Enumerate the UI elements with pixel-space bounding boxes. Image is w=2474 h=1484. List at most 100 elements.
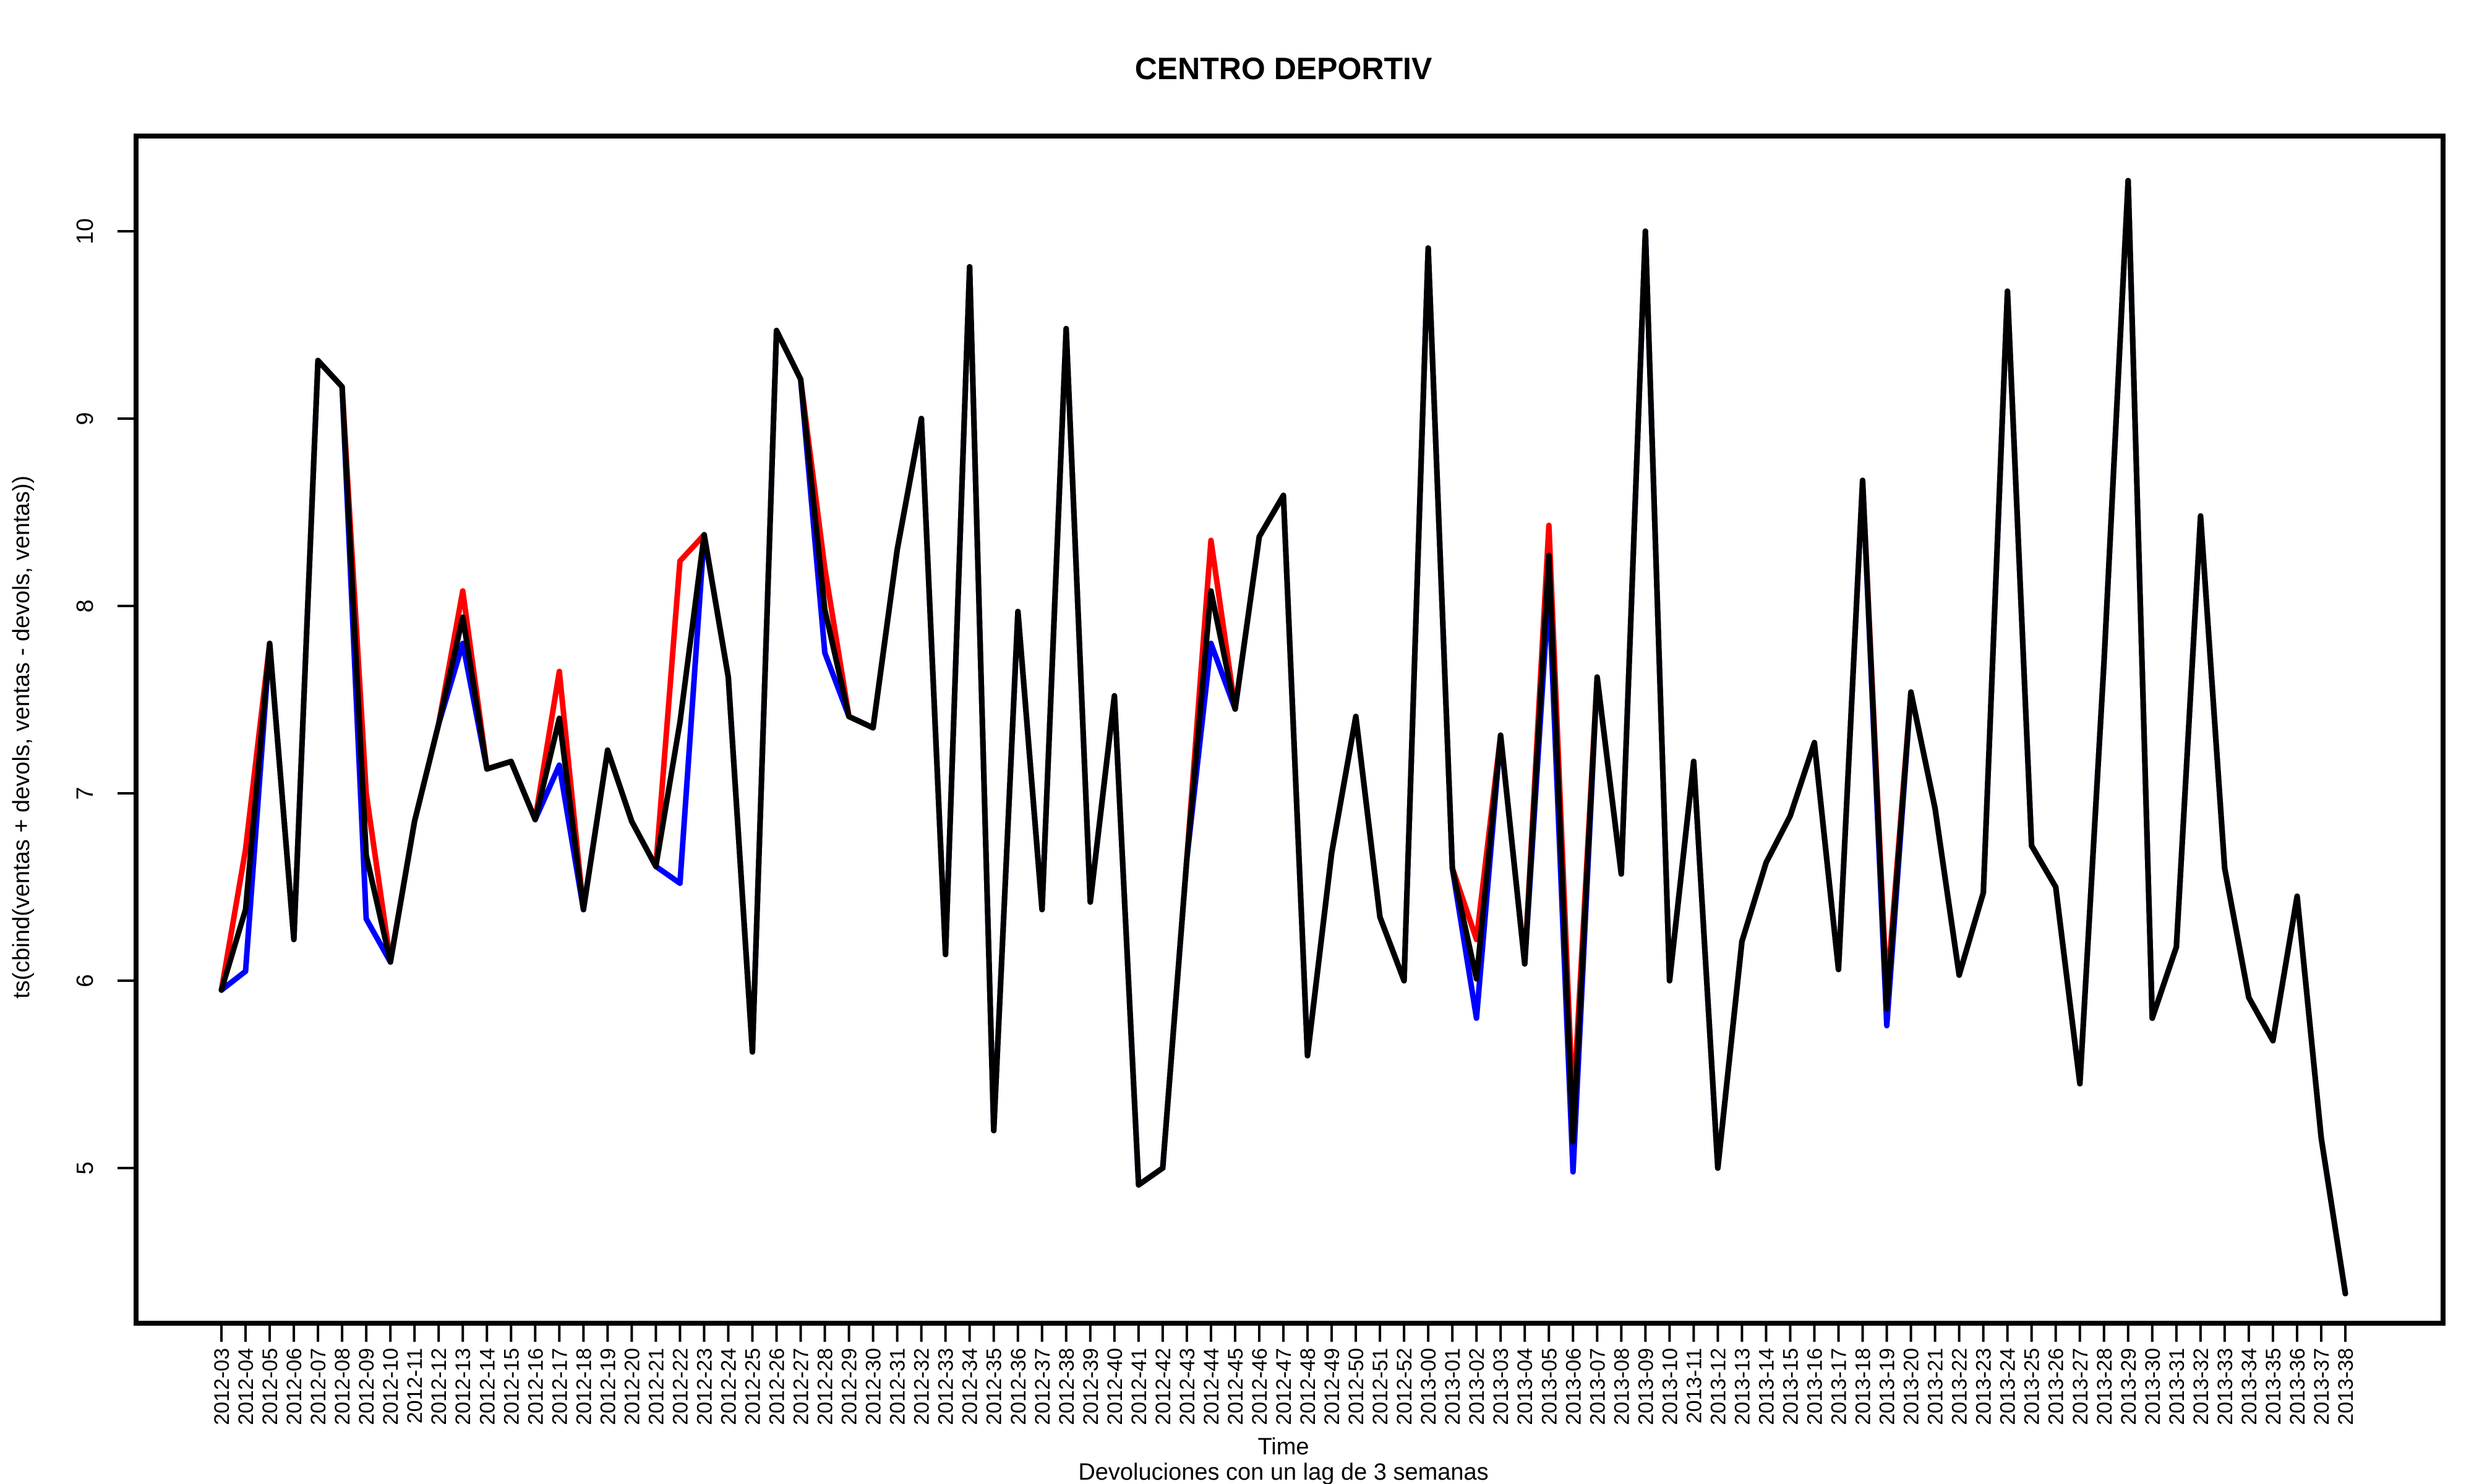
y-axis: 5 6 7 8 9 10 — [72, 218, 137, 1175]
x-tick-label: 2013-19 — [1876, 1348, 1899, 1425]
x-tick-label: 2012-06 — [283, 1348, 306, 1425]
x-tick-label: 2012-31 — [886, 1348, 910, 1425]
x-tick-label: 2012-37 — [1031, 1348, 1055, 1425]
x-tick-label: 2013-07 — [1586, 1348, 1609, 1425]
x-tick-label: 2013-28 — [2093, 1348, 2117, 1425]
x-tick-label: 2012-32 — [910, 1348, 934, 1425]
x-tick-label: 2012-45 — [1224, 1348, 1248, 1425]
x-tick-label: 2013-05 — [1538, 1348, 1561, 1425]
x-tick-label: 2012-47 — [1272, 1348, 1296, 1425]
x-tick-label: 2012-10 — [379, 1348, 403, 1425]
x-tick-label: 2012-35 — [983, 1348, 1006, 1425]
x-tick-label: 2013-34 — [2238, 1348, 2261, 1425]
x-tick-label: 2012-30 — [862, 1348, 886, 1425]
x-tick-label: 2012-46 — [1248, 1348, 1272, 1425]
x-tick-label: 2012-28 — [814, 1348, 837, 1425]
x-tick-label: 2012-11 — [403, 1348, 427, 1423]
x-tick-label: 2013-38 — [2334, 1348, 2358, 1425]
x-tick-label: 2012-21 — [644, 1348, 668, 1425]
x-tick-label: 2012-25 — [742, 1348, 765, 1425]
chart-subtitle: Devoluciones con un lag de 3 semanas — [1078, 1459, 1488, 1484]
x-tick-label: 2012-17 — [548, 1348, 571, 1425]
x-tick-label: 2012-03 — [210, 1348, 234, 1425]
x-tick-label: 2013-27 — [2069, 1348, 2092, 1425]
x-tick-label: 2013-04 — [1513, 1348, 1537, 1425]
x-tick-label: 2012-42 — [1152, 1348, 1175, 1425]
y-tick-label: 6 — [72, 974, 98, 987]
y-tick-label: 5 — [72, 1161, 98, 1174]
x-tick-label: 2013-25 — [2021, 1348, 2044, 1425]
y-tick-label: 10 — [72, 218, 98, 244]
x-tick-label: 2013-10 — [1658, 1348, 1682, 1425]
x-tick-label: 2012-52 — [1393, 1348, 1416, 1425]
x-tick-label: 2013-37 — [2310, 1348, 2334, 1425]
x-tick-label: 2012-44 — [1200, 1348, 1223, 1425]
x-tick-label: 2012-24 — [717, 1348, 740, 1425]
x-tick-label: 2013-23 — [1972, 1348, 1996, 1425]
x-tick-label: 2012-04 — [234, 1348, 258, 1425]
x-tick-label: 2012-16 — [524, 1348, 547, 1425]
x-tick-label: 2012-38 — [1055, 1348, 1079, 1425]
x-tick-label: 2013-11 — [1682, 1348, 1706, 1423]
x-tick-label: 2013-15 — [1779, 1348, 1802, 1425]
x-tick-label: 2012-14 — [476, 1348, 499, 1425]
y-tick-label: 9 — [72, 412, 98, 425]
x-tick-label: 2012-12 — [427, 1348, 451, 1425]
x-tick-label: 2012-36 — [1007, 1348, 1030, 1425]
x-tick-label: 2013-22 — [1948, 1348, 1972, 1425]
x-tick-label: 2012-51 — [1369, 1348, 1392, 1425]
series-lines — [218, 177, 2348, 1297]
x-tick-label: 2012-33 — [935, 1348, 958, 1425]
x-tick-label: 2012-50 — [1345, 1348, 1368, 1425]
x-tick-label: 2012-39 — [1079, 1348, 1103, 1425]
x-tick-label: 2012-40 — [1103, 1348, 1127, 1425]
x-tick-label: 2012-19 — [596, 1348, 620, 1425]
x-tick-label: 2013-24 — [1997, 1348, 2020, 1425]
y-tick-label: 8 — [72, 599, 98, 612]
x-tick-label: 2012-27 — [790, 1348, 813, 1425]
x-tick-label: 2013-31 — [2165, 1348, 2189, 1425]
x-tick-label: 2012-23 — [693, 1348, 716, 1425]
x-tick-label: 2013-01 — [1441, 1348, 1465, 1425]
x-tick-label: 2013-12 — [1706, 1348, 1730, 1425]
x-tick-label: 2012-07 — [307, 1348, 330, 1425]
x-tick-label: 2012-22 — [669, 1348, 692, 1425]
x-tick-label: 2013-18 — [1852, 1348, 1875, 1425]
x-tick-label: 2012-15 — [500, 1348, 523, 1425]
x-tick-label: 2013-02 — [1465, 1348, 1489, 1425]
x-tick-label: 2013-03 — [1489, 1348, 1513, 1425]
x-axis-label: Time — [1257, 1434, 1309, 1460]
x-tick-label: 2012-41 — [1128, 1348, 1151, 1425]
x-tick-label: 2013-17 — [1828, 1348, 1851, 1425]
x-tick-label: 2013-20 — [1900, 1348, 1924, 1425]
x-tick-label: 2012-05 — [259, 1348, 282, 1425]
x-tick-label: 2013-00 — [1417, 1348, 1440, 1425]
chart-title: CENTRO DEPORTIV — [1135, 51, 1432, 86]
y-axis-label: ts(cbind(ventas + devols, ventas - devol… — [9, 475, 35, 999]
x-tick-label: 2012-26 — [766, 1348, 789, 1425]
x-tick-label: 2013-09 — [1634, 1348, 1658, 1425]
series-line-3 — [218, 177, 2348, 1297]
x-tick-label: 2012-34 — [959, 1348, 982, 1425]
x-tick-label: 2013-13 — [1731, 1348, 1754, 1425]
x-tick-label: 2012-08 — [331, 1348, 354, 1425]
x-tick-label: 2013-30 — [2141, 1348, 2165, 1425]
x-tick-label: 2012-43 — [1176, 1348, 1199, 1425]
x-tick-label: 2012-48 — [1296, 1348, 1320, 1425]
x-tick-label: 2013-26 — [2045, 1348, 2068, 1425]
x-tick-label: 2012-13 — [452, 1348, 475, 1425]
x-tick-label: 2013-29 — [2117, 1348, 2141, 1425]
x-tick-label: 2013-08 — [1610, 1348, 1633, 1425]
x-tick-label: 2012-20 — [620, 1348, 644, 1425]
x-tick-label: 2013-14 — [1755, 1348, 1778, 1425]
x-tick-label: 2012-09 — [355, 1348, 379, 1425]
x-tick-label: 2012-49 — [1320, 1348, 1344, 1425]
x-tick-label: 2012-29 — [838, 1348, 862, 1425]
x-tick-label: 2013-36 — [2286, 1348, 2309, 1425]
x-tick-label: 2012-18 — [572, 1348, 596, 1425]
y-tick-label: 7 — [72, 787, 98, 800]
x-tick-label: 2013-33 — [2214, 1348, 2237, 1425]
x-tick-label: 2013-35 — [2262, 1348, 2285, 1425]
